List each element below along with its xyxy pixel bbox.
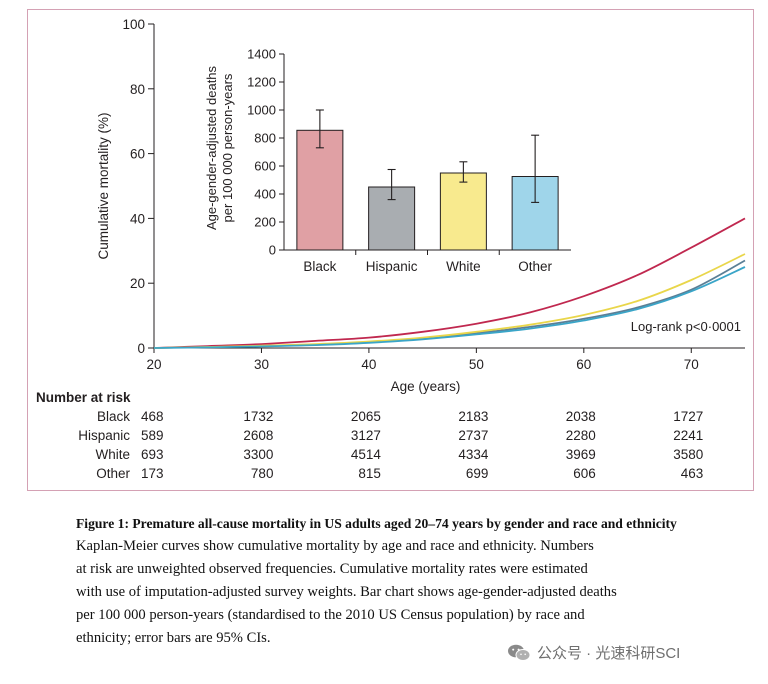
risk-cell: 468 [141,409,164,424]
caption-title: Figure 1: Premature all-cause mortality … [76,516,677,531]
risk-cell: 815 [358,466,381,481]
risk-cell: 2038 [566,409,596,424]
caption-line: ethnicity; error bars are 95% CIs. [76,630,271,646]
risk-cell: 606 [573,466,596,481]
risk-cell: 589 [141,428,164,443]
inset-y-tick-label: 400 [254,187,276,202]
risk-cell: 4334 [458,447,489,462]
caption-line: per 100 000 person-years (standardised t… [76,607,585,623]
watermark: 公众号 · 光速科研SCI [507,642,680,663]
x-tick-label: 50 [469,357,484,372]
risk-cell: 4514 [351,447,382,462]
y-tick-label: 80 [130,82,145,97]
risk-cell: 3127 [351,428,381,443]
inset-category-label: White [446,259,481,274]
bar-white [439,172,487,251]
risk-row-label: White [95,447,130,462]
risk-row-label: Other [96,466,130,481]
x-tick-label: 40 [361,357,376,372]
km-line-other [153,266,746,349]
risk-cell: 780 [251,466,274,481]
x-tick-label: 70 [684,357,699,372]
inset-bar-chart: 0 200 400 600 800 1000 1200 1400 Age-gender-adju… [204,47,571,274]
km-line-black [153,217,746,349]
inset-y-axis-label-line2: per 100 000 person-years [220,73,235,222]
wechat-icon [508,644,531,661]
risk-cell: 2241 [673,428,703,443]
risk-cell: 2737 [458,428,488,443]
y-axis-label: Cumulative mortality (%) [96,112,111,259]
risk-table: Number at risk Black 468 1732 2065 2183 2038 17… [36,390,703,481]
x-tick-label: 20 [146,357,161,372]
risk-cell: 693 [141,447,164,462]
risk-cell: 1732 [243,409,273,424]
caption-line: at risk are unweighted observed frequenc… [76,561,588,577]
inset-y-tick-label: 600 [254,159,276,174]
y-tick-label: 100 [122,17,145,32]
x-axis-label: Age (years) [391,379,461,394]
inset-y-tick-label: 1200 [247,75,276,90]
risk-cell: 2608 [243,428,273,443]
caption-line: with use of imputation-adjusted survey w… [76,584,617,600]
risk-row-label: Hispanic [78,428,130,443]
inset-y-tick-label: 1400 [247,47,276,62]
risk-cell: 2065 [351,409,381,424]
risk-cell: 2280 [566,428,596,443]
risk-cell: 2183 [458,409,488,424]
risk-cell: 463 [681,466,704,481]
risk-cell: 699 [466,466,489,481]
inset-y-tick-label: 200 [254,215,276,230]
y-tick-label: 20 [130,276,145,291]
y-tick-label: 0 [137,341,145,356]
risk-table-title: Number at risk [36,390,131,405]
risk-cell: 1727 [673,409,703,424]
caption-line: Kaplan-Meier curves show cumulative mort… [76,538,594,554]
risk-cell: 173 [141,466,164,481]
inset-y-tick-label: 1000 [247,103,276,118]
inset-category-label: Other [518,259,552,274]
risk-cell: 3580 [673,447,703,462]
inset-category-label: Hispanic [366,259,418,274]
figure-frame [27,9,754,491]
risk-cell: 3300 [243,447,273,462]
log-rank-annotation: Log-rank p<0·0001 [631,319,741,334]
x-tick-label: 60 [576,357,591,372]
inset-y-tick-label: 0 [269,243,276,258]
inset-y-axis-label-line1: Age-gender-adjusted deaths [204,65,219,230]
y-tick-label: 60 [130,147,145,162]
inset-category-label: Black [303,259,336,274]
figure-caption: Figure 1: Premature all-cause mortality … [76,515,736,650]
inset-y-tick-label: 800 [254,131,276,146]
y-tick-label: 40 [130,211,145,226]
risk-row-label: Black [97,409,130,424]
x-tick-label: 30 [254,357,269,372]
bar-black [296,129,344,251]
watermark-text: 公众号 · 光速科研SCI [537,645,681,662]
risk-cell: 3969 [566,447,596,462]
